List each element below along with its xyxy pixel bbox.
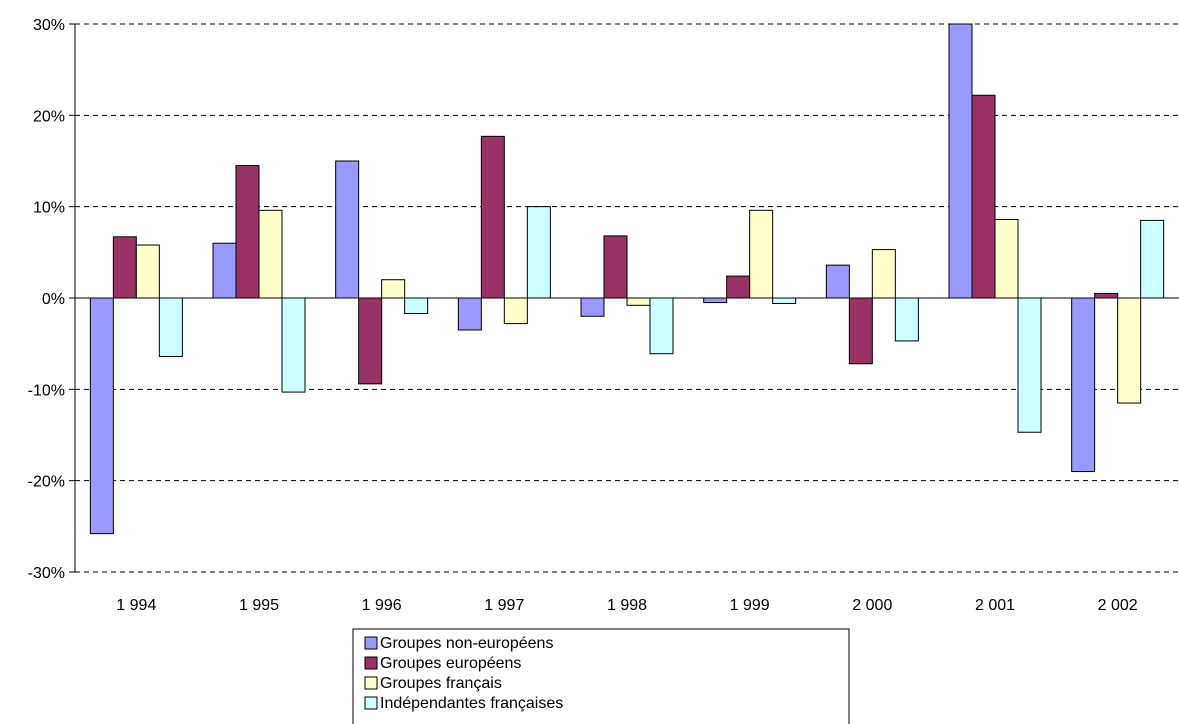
legend: Groupes non-européens Groupes européens Gr… (352, 628, 850, 724)
legend-swatch (364, 656, 378, 670)
bar (1117, 297, 1142, 404)
bar (649, 297, 674, 355)
bar (580, 297, 605, 317)
bar (994, 218, 1019, 299)
bar (158, 297, 183, 357)
bar (848, 297, 873, 365)
bar (726, 275, 751, 299)
legend-label: Groupes français (380, 675, 502, 692)
x-tick-label: 1 999 (730, 597, 770, 614)
legend-label: Indépendantes françaises (380, 695, 563, 712)
y-tick-label: 0% (42, 291, 65, 308)
bar (457, 297, 482, 331)
bar (381, 279, 406, 299)
y-tick-label: 30% (33, 17, 65, 34)
x-tick-label: 1 994 (116, 597, 156, 614)
bar (626, 297, 651, 306)
bar (112, 236, 137, 299)
legend-swatch (364, 696, 378, 710)
legend-box (352, 628, 850, 724)
x-tick-label: 1 995 (239, 597, 279, 614)
bar (772, 297, 797, 304)
bar (135, 244, 160, 299)
bar (1071, 297, 1096, 473)
bar (480, 135, 505, 299)
x-tick-label: 1 996 (362, 597, 402, 614)
legend-label: Groupes européens (380, 655, 521, 672)
bar (749, 209, 774, 299)
axes: -30% -20% -10% 0% 10% 20% 30% 1 994 1 995 1 996 1 … (28, 17, 1179, 614)
legend-swatch (364, 636, 378, 650)
y-tick-label: 10% (33, 200, 65, 217)
bar (1140, 219, 1165, 299)
y-tick-label: -30% (28, 565, 65, 582)
bar (948, 23, 973, 299)
bar (404, 297, 429, 315)
legend-swatch (364, 676, 378, 690)
bar (358, 297, 383, 385)
bar (1017, 297, 1042, 433)
x-tick-label: 2 001 (975, 597, 1015, 614)
bar (526, 206, 551, 299)
bar (212, 242, 237, 299)
bar (503, 297, 528, 325)
bar (1094, 292, 1119, 299)
bar (258, 209, 283, 299)
bar (971, 94, 996, 299)
y-tick-label: -20% (28, 474, 65, 491)
bar (871, 249, 896, 299)
x-tick-label: 1 998 (607, 597, 647, 614)
bar (894, 297, 919, 342)
legend-label: Groupes non-européens (380, 635, 553, 652)
bar (703, 297, 728, 304)
bars (89, 23, 1165, 535)
y-tick-label: 20% (33, 108, 65, 125)
y-tick-label: -10% (28, 382, 65, 399)
bar (335, 160, 360, 299)
bar (235, 165, 260, 299)
bar (281, 297, 306, 393)
x-tick-label: 2 000 (852, 597, 892, 614)
bar (825, 264, 850, 299)
x-tick-label: 2 002 (1098, 597, 1138, 614)
x-tick-label: 1 997 (484, 597, 524, 614)
bar (89, 297, 114, 535)
bar (603, 235, 628, 299)
